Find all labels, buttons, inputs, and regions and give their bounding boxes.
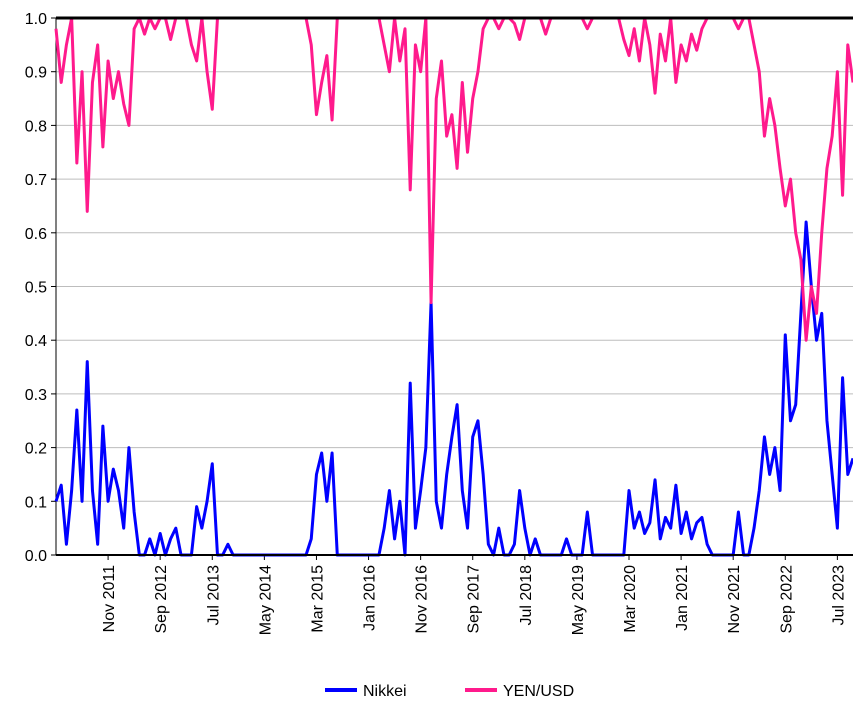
legend-label: Nikkei — [363, 683, 407, 700]
x-tick-label: Sep 2017 — [466, 565, 483, 634]
x-tick-label: Sep 2012 — [153, 565, 170, 634]
x-tick-label: Nov 2011 — [101, 565, 118, 632]
y-tick-label: 0.5 — [25, 280, 47, 297]
y-tick-label: 0.3 — [25, 387, 47, 404]
y-tick-label: 0.2 — [25, 441, 47, 458]
y-tick-label: 0.0 — [25, 548, 47, 565]
legend-label: YEN/USD — [503, 683, 574, 700]
x-tick-label: Jan 2016 — [362, 565, 379, 631]
y-tick-label: 0.8 — [25, 118, 47, 135]
y-tick-label: 0.9 — [25, 65, 47, 82]
y-tick-label: 0.1 — [25, 494, 47, 511]
x-tick-label: Mar 2015 — [309, 565, 326, 633]
y-tick-label: 0.6 — [25, 226, 47, 243]
x-tick-label: Nov 2021 — [726, 565, 743, 634]
x-tick-label: Nov 2016 — [414, 565, 431, 634]
x-tick-label: Sep 2022 — [778, 565, 795, 634]
x-tick-label: Jul 2023 — [830, 565, 847, 626]
x-tick-label: May 2014 — [257, 565, 274, 635]
y-tick-label: 0.4 — [25, 333, 47, 350]
x-tick-label: Jan 2021 — [674, 565, 691, 631]
x-tick-label: Jul 2018 — [518, 565, 535, 626]
x-tick-label: Jul 2013 — [205, 565, 222, 626]
y-tick-label: 0.7 — [25, 172, 47, 189]
x-tick-label: May 2019 — [570, 565, 587, 635]
y-tick-label: 1.0 — [25, 11, 47, 28]
series-line — [54, 220, 853, 557]
x-tick-label: Mar 2020 — [622, 565, 639, 633]
